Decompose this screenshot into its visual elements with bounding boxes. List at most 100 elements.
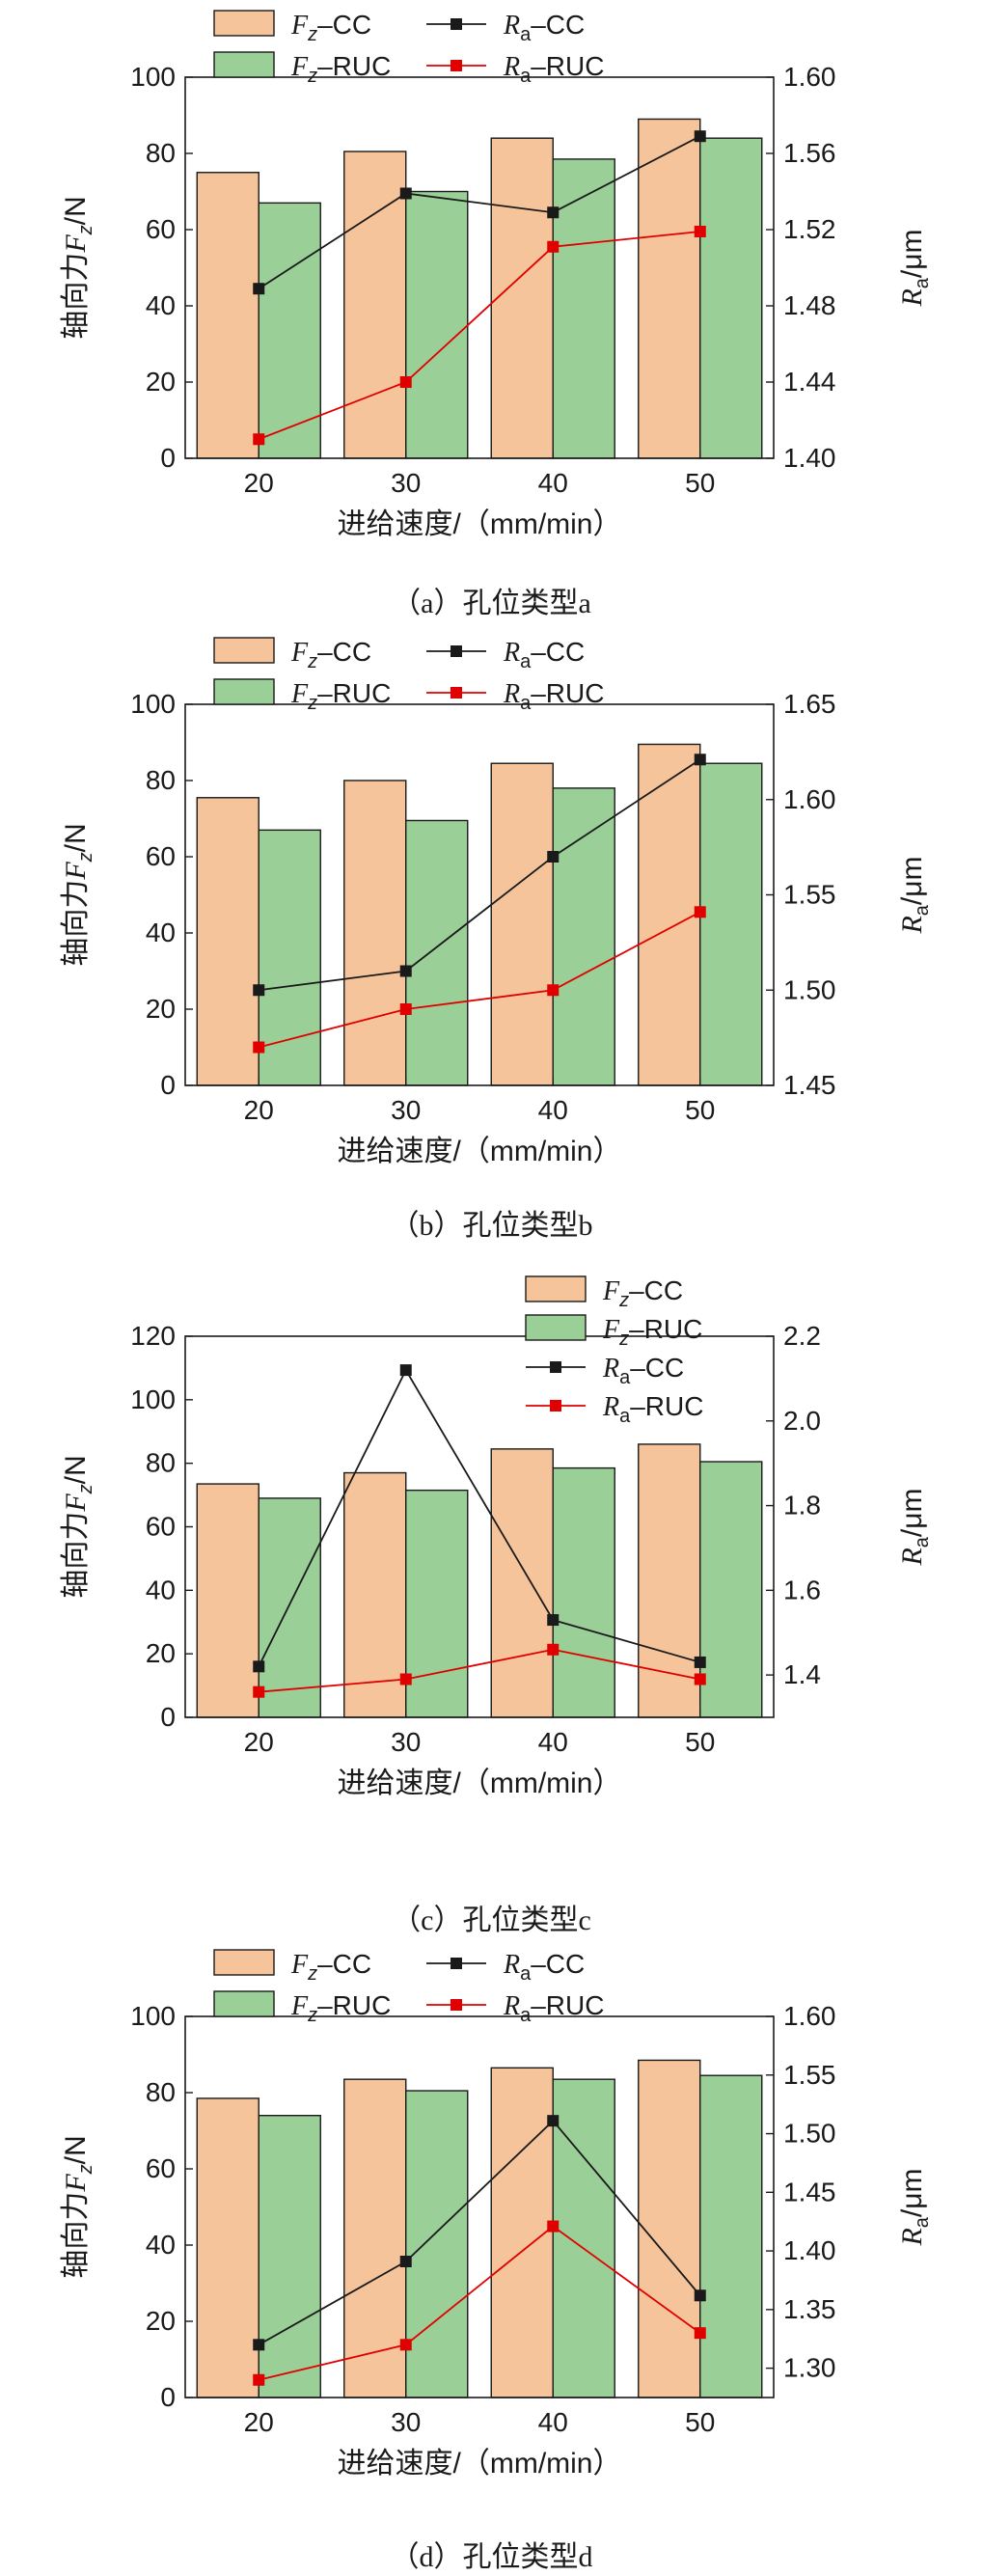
- legend-fz-ruc-swatch: [213, 678, 275, 705]
- legend-fz-ruc-label-symbol: F: [602, 1315, 620, 1345]
- y-axis-label: 轴向力Fz/N: [60, 823, 96, 966]
- legend-ra-ruc-marker: [451, 60, 462, 71]
- legend-ra-cc-label-subscript: a: [520, 651, 532, 672]
- legend-ra-ruc-marker: [451, 687, 462, 699]
- marker-ra-cc-50: [694, 130, 706, 143]
- legend-ra-cc-marker: [550, 1361, 561, 1373]
- legend-fz-cc-label-suffix: –CC: [317, 637, 371, 667]
- line-ra-ruc: [259, 911, 701, 1049]
- legend-ra-ruc-label-suffix: –RUC: [531, 51, 604, 81]
- chart-svg: 0 20 40 60 80 100 1.30 1.35 1.40 1.45 1.50 1.55 1.60…: [60, 1949, 933, 2480]
- legend-fz-ruc-label-suffix: –RUC: [317, 678, 391, 708]
- x-tick-label: 40: [538, 1727, 568, 1757]
- y2-axis-label: Ra/μm: [896, 229, 933, 307]
- bar-fz-ruc-20: [258, 2114, 321, 2398]
- legend-ra-ruc: Ra–RUC: [426, 678, 604, 714]
- legend-fz-cc-label-suffix: –CC: [317, 10, 371, 40]
- bar-fz-ruc-50: [699, 2074, 763, 2398]
- x-tick-label: 50: [685, 1095, 715, 1125]
- legend-ra-cc-label-subscript: a: [619, 1367, 631, 1388]
- plot-frame: [184, 2015, 775, 2398]
- legend-fz-ruc-label-subscript: z: [307, 66, 317, 87]
- legend-ra-cc-label-subscript: a: [520, 24, 532, 45]
- y-tick-label: 0: [160, 2382, 176, 2412]
- legend-ra-cc-label-symbol: R: [503, 638, 520, 668]
- bar-fz-ruc-30: [405, 2090, 469, 2398]
- bar-fz-cc-30: [343, 2078, 407, 2398]
- y-tick-label: 0: [160, 1702, 176, 1732]
- marker-ra-ruc-20: [253, 2373, 265, 2386]
- legend-fz-cc-label: Fz–CC: [290, 1949, 371, 1985]
- y-tick-label: 80: [146, 138, 176, 168]
- legend-fz-cc-label-subscript: z: [307, 651, 317, 672]
- x-tick-label: 50: [685, 468, 715, 498]
- bar-fz-cc-50: [638, 2059, 701, 2398]
- legend-ra-ruc: Ra–RUC: [526, 1391, 703, 1427]
- y-tick-label: 20: [146, 994, 176, 1024]
- y-axis-label-text: 轴向力: [60, 880, 92, 967]
- legend-fz-cc-label-subscript: z: [307, 1963, 317, 1985]
- y2-axis-label: Ra/μm: [896, 2168, 933, 2246]
- x-tick-label: 30: [391, 468, 421, 498]
- line-ra-cc: [259, 758, 701, 992]
- y-tick-label: 60: [146, 214, 176, 244]
- legend-ra-cc-label-suffix: –CC: [531, 1949, 585, 1979]
- y2-tick-label: 1.8: [783, 1491, 821, 1521]
- bar-fz-cc-40: [490, 2067, 554, 2398]
- marker-ra-cc-40: [547, 851, 560, 863]
- y2-tick-label: 2.2: [783, 1321, 821, 1351]
- y-axis-label: 轴向力Fz/N: [60, 196, 96, 339]
- y2-axis-label-symbol: R: [896, 2228, 928, 2246]
- bar-fz-ruc-30: [405, 819, 469, 1086]
- y-tick-label: 20: [146, 367, 176, 397]
- legend-ra-ruc-label: Ra–RUC: [602, 1391, 703, 1427]
- x-tick-label: 40: [538, 2407, 568, 2437]
- legend-fz-ruc-label-subscript: z: [307, 693, 317, 714]
- y-tick-label: 40: [146, 290, 176, 320]
- x-tick-label: 40: [538, 468, 568, 498]
- bar-fz-ruc-30: [405, 1489, 469, 1718]
- legend-fz-cc-label: Fz–CC: [602, 1275, 683, 1311]
- legend-ra-ruc-label-suffix: –RUC: [630, 1391, 703, 1421]
- y-axis-label-subscript: z: [75, 1484, 96, 1494]
- x-tick-label: 30: [391, 1727, 421, 1757]
- y-axis-label-unit: /N: [60, 196, 92, 225]
- legend-fz-cc-label-suffix: –CC: [317, 1949, 371, 1979]
- legend-ra-ruc-label-symbol: R: [503, 1991, 520, 2021]
- legend-ra-cc: Ra–CC: [426, 10, 585, 45]
- y-tick-label: 100: [130, 2001, 176, 2031]
- marker-ra-cc-20: [253, 2339, 265, 2351]
- y2-axis-label-symbol: R: [896, 1548, 928, 1566]
- legend-fz-ruc: Fz–RUC: [213, 51, 391, 87]
- y2-axis-label-symbol: R: [896, 288, 928, 307]
- y-tick-label: 120: [130, 1321, 176, 1351]
- legend-fz-cc-label: Fz–CC: [290, 637, 371, 672]
- legend-fz-cc: Fz–CC: [213, 10, 371, 45]
- legend-ra-ruc-label-suffix: –RUC: [531, 678, 604, 708]
- y-tick-label: 80: [146, 765, 176, 795]
- x-tick-label: 20: [244, 1727, 274, 1757]
- bar-fz-ruc-40: [552, 2078, 615, 2398]
- y2-tick-label: 1.40: [783, 2235, 836, 2265]
- bar-fz-cc-30: [343, 151, 407, 459]
- bar-fz-cc-50: [638, 743, 701, 1086]
- y2-tick-label: 1.40: [783, 443, 836, 473]
- y2-tick-label: 1.50: [783, 974, 836, 1004]
- y2-axis-label-unit: /μm: [896, 1488, 928, 1537]
- legend-fz-cc-swatch: [213, 1949, 275, 1976]
- bar-fz-cc-40: [490, 762, 554, 1086]
- marker-ra-ruc-30: [399, 2339, 412, 2351]
- bar-fz-ruc-30: [405, 190, 469, 459]
- legend-fz-cc-label-symbol: F: [602, 1276, 620, 1306]
- marker-ra-cc-50: [694, 754, 706, 766]
- legend-fz-ruc-label: Fz–RUC: [290, 1990, 391, 2026]
- marker-ra-cc-40: [547, 2115, 560, 2127]
- marker-ra-ruc-50: [694, 1673, 706, 1685]
- legend-fz-ruc-label-subscript: z: [618, 1329, 629, 1350]
- y2-tick-label: 1.44: [783, 367, 836, 397]
- legend-fz-cc-swatch: [213, 10, 275, 37]
- x-axis-label: 进给速度/（mm/min）: [338, 1768, 622, 1799]
- y2-tick-label: 1.4: [783, 1659, 821, 1689]
- y-axis-label: 轴向力Fz/N: [60, 2135, 96, 2278]
